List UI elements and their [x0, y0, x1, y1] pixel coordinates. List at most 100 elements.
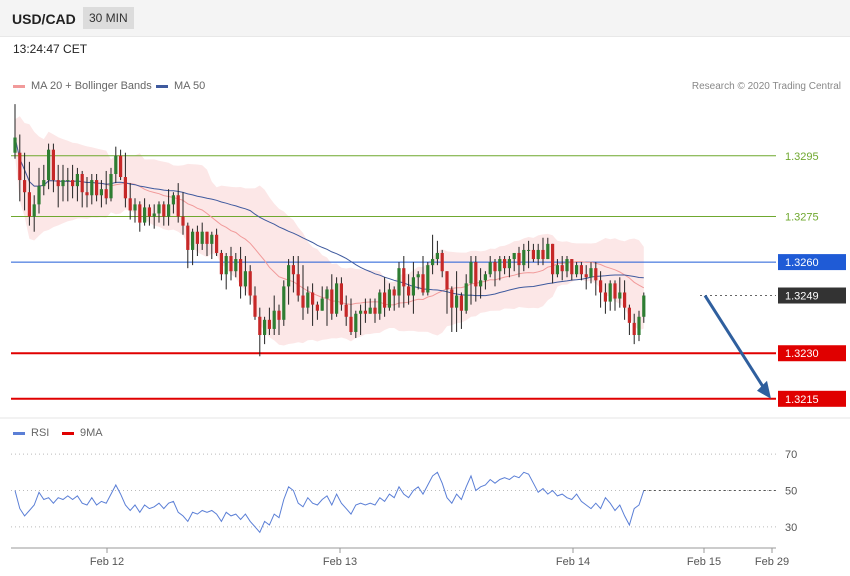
candle-body — [147, 207, 151, 217]
candle-body — [551, 243, 555, 275]
candle-body — [397, 268, 401, 296]
candle-body — [181, 216, 185, 226]
rsi-tick-label: 70 — [785, 449, 797, 461]
candle-body — [162, 204, 166, 217]
ma9-swatch — [62, 431, 74, 435]
candle-body — [128, 198, 132, 211]
candle-body — [23, 180, 27, 193]
candle-body — [210, 234, 214, 244]
candle-body — [517, 252, 521, 266]
candle-body — [267, 319, 271, 329]
legend-9ma: 9MA — [62, 427, 103, 439]
candle-body — [445, 271, 449, 290]
candle-body — [263, 319, 267, 336]
candle-body — [13, 137, 17, 153]
candle-body — [536, 249, 540, 260]
candle-body — [440, 252, 444, 272]
candle-body — [618, 292, 622, 299]
timeframe-badge[interactable]: 30 MIN — [83, 7, 134, 29]
candle-body — [627, 307, 631, 323]
candle-body — [464, 283, 468, 311]
candle-body — [339, 283, 343, 305]
ma20-line — [14, 137, 645, 306]
candle-body — [349, 316, 353, 332]
candle-body — [565, 259, 569, 272]
candle-body — [435, 252, 439, 260]
candle-body — [527, 249, 531, 251]
candle-body — [330, 289, 334, 314]
candle-body — [296, 274, 300, 296]
rsi-line — [14, 471, 645, 534]
candle-body — [167, 204, 171, 217]
candle-body — [171, 195, 175, 205]
candle-body — [426, 265, 430, 293]
candle-body — [368, 307, 372, 314]
price-level-tag-current — [778, 287, 846, 304]
price-level-label: 1.3249 — [785, 291, 819, 303]
candle-body — [469, 262, 473, 284]
candle-body — [239, 259, 243, 287]
candle-body — [637, 316, 641, 336]
rsi-swatch — [13, 431, 25, 435]
candle-body — [85, 192, 89, 196]
candle-body — [95, 180, 99, 196]
candle-body — [301, 295, 305, 308]
candle-body — [387, 289, 391, 308]
candle-body — [512, 252, 516, 260]
candle-body — [560, 265, 564, 272]
symbol-label: USD/CAD — [12, 11, 76, 27]
credit-text: Research © 2020 Trading Central — [691, 81, 841, 92]
candle-body — [555, 265, 559, 275]
candle-body — [176, 195, 180, 217]
candle-body — [642, 295, 646, 317]
bollinger-band-area — [15, 116, 644, 346]
candle-body — [632, 322, 636, 336]
candle-body — [277, 310, 281, 320]
candle-body — [191, 231, 195, 250]
candle-body — [234, 259, 238, 272]
candle-body — [61, 180, 65, 187]
candle-body — [483, 274, 487, 281]
rsi-tick-label: 50 — [785, 485, 797, 497]
candle-body — [344, 304, 348, 317]
candle-body — [143, 207, 147, 223]
candle-body — [546, 243, 550, 260]
candle-body — [498, 259, 502, 272]
candle-body — [335, 283, 339, 314]
candle-body — [455, 295, 459, 308]
candle-body — [66, 180, 70, 182]
candle-body — [186, 225, 190, 250]
candle-body — [459, 295, 463, 311]
ma50-line — [14, 137, 644, 297]
candle-body — [507, 259, 511, 269]
candle-body — [243, 271, 247, 287]
candle-body — [541, 249, 545, 260]
legend-ma20-label: MA 20 + Bollinger Bands — [31, 80, 152, 92]
x-tick-label: Feb 29 — [755, 556, 789, 568]
candle-body — [474, 262, 478, 287]
candle-body — [450, 289, 454, 308]
candle-body — [584, 274, 588, 278]
price-level-label: 1.3260 — [785, 257, 819, 269]
legend-ma50-label: MA 50 — [174, 80, 206, 92]
candle-body — [363, 310, 367, 314]
candle-body — [378, 292, 382, 314]
candle-body — [18, 152, 22, 181]
candle-body — [51, 149, 55, 181]
candle-body — [200, 231, 204, 244]
candle-body — [282, 286, 286, 320]
candle-body — [205, 231, 209, 244]
timestamp: 13:24:47 CET — [13, 42, 88, 56]
candle-body — [56, 180, 60, 187]
candle-body — [104, 189, 108, 199]
candle-body — [359, 310, 363, 314]
candle-body — [37, 186, 41, 205]
candle-body — [195, 231, 199, 244]
candle-body — [27, 192, 31, 217]
candle-body — [258, 316, 262, 336]
candle-body — [229, 256, 233, 272]
candle-body — [603, 292, 607, 302]
candle-body — [71, 180, 75, 187]
x-tick-label: Feb 12 — [90, 556, 124, 568]
